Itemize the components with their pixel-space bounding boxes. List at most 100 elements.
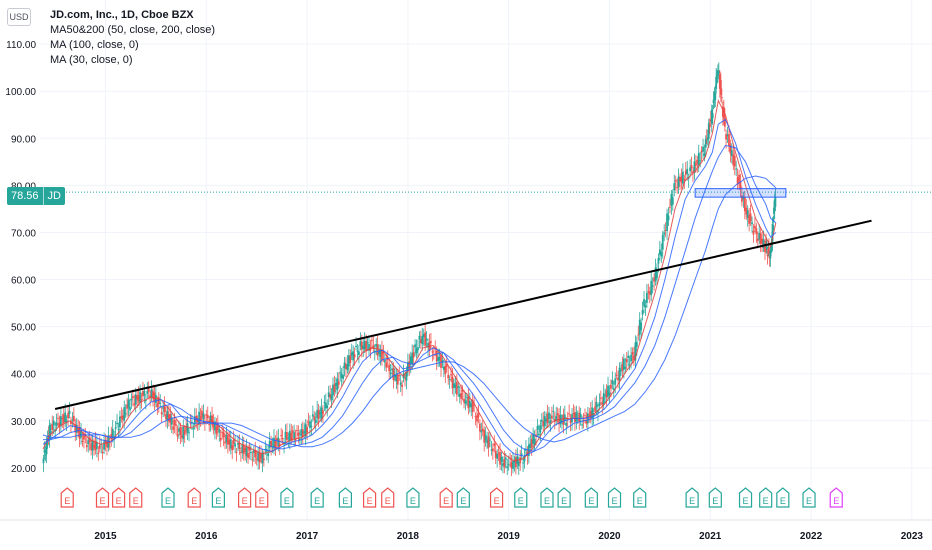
candle-body: [697, 152, 700, 166]
earnings-marker[interactable]: E: [238, 487, 252, 508]
currency-badge[interactable]: USD: [7, 8, 31, 26]
earnings-marker[interactable]: E: [557, 487, 571, 508]
candle-body: [163, 405, 166, 413]
candle-body: [345, 363, 347, 370]
candle-body: [136, 395, 139, 400]
indicator-ma100[interactable]: MA (100, close, 0): [50, 39, 139, 51]
earnings-marker[interactable]: E: [280, 487, 294, 508]
candle-body: [159, 402, 162, 404]
candle-body: [523, 455, 526, 462]
earnings-marker-shape: [95, 487, 110, 508]
earnings-marker[interactable]: E: [255, 487, 269, 508]
candle-body: [239, 451, 242, 453]
earnings-marker[interactable]: E: [708, 487, 722, 508]
earnings-marker-shape: [607, 487, 622, 508]
candle-body: [522, 462, 524, 464]
earnings-marker[interactable]: E: [60, 487, 74, 508]
ma-line-4: [42, 175, 777, 448]
candle-body: [608, 392, 611, 396]
candle-body: [627, 355, 630, 358]
earnings-marker[interactable]: E: [95, 487, 110, 508]
earnings-marker[interactable]: E: [362, 487, 377, 508]
earnings-marker[interactable]: E: [514, 487, 528, 508]
earnings-marker-label: E: [588, 496, 594, 506]
earnings-marker-shape: [161, 487, 175, 508]
candle-body: [98, 445, 101, 449]
earnings-marker[interactable]: E: [406, 487, 420, 508]
candle-body: [667, 215, 670, 221]
candle-body: [244, 447, 247, 452]
earnings-marker[interactable]: E: [584, 487, 598, 508]
candle-body: [751, 222, 753, 225]
earnings-marker[interactable]: E: [738, 487, 753, 508]
candle-body: [588, 413, 591, 415]
candle-body: [91, 440, 94, 451]
earnings-marker-label: E: [544, 496, 550, 506]
x-axis: 2015 2016 2017 2018 2019 2020 2021 2022 2023: [0, 519, 932, 542]
indicator-ma50-200[interactable]: MA50&200 (50, close, 200, close): [50, 24, 216, 36]
earnings-marker[interactable]: E: [829, 487, 843, 508]
candle-body: [277, 437, 280, 447]
candle-body: [241, 444, 244, 453]
candle-body: [504, 457, 507, 460]
y-tick-label: 90.00: [11, 134, 36, 145]
earnings-marker[interactable]: E: [129, 487, 143, 508]
earnings-marker[interactable]: E: [381, 487, 395, 508]
earnings-marker[interactable]: E: [211, 487, 225, 508]
candle-body: [165, 414, 167, 420]
candle-body: [167, 414, 170, 422]
trendline[interactable]: [54, 219, 872, 410]
candle-body: [591, 407, 594, 419]
earnings-marker[interactable]: E: [187, 487, 201, 508]
candle-body: [237, 443, 239, 445]
candle-body: [605, 390, 608, 398]
candle-body: [723, 117, 726, 127]
earnings-marker-label: E: [443, 496, 449, 506]
earnings-marker[interactable]: E: [607, 487, 622, 508]
candle-body: [356, 350, 359, 352]
earnings-marker[interactable]: E: [112, 487, 126, 508]
earnings-marker[interactable]: E: [489, 487, 504, 508]
candle-body: [301, 429, 304, 437]
earnings-marker-shape: [187, 487, 201, 508]
candle-body: [297, 432, 300, 436]
earnings-marker[interactable]: E: [161, 487, 175, 508]
y-tick-label: 110.00: [6, 40, 36, 51]
highlight-box[interactable]: [694, 188, 787, 198]
candle-body: [261, 452, 264, 464]
candle-body: [480, 430, 483, 433]
earnings-marker-label: E: [561, 496, 567, 506]
candle-body: [273, 437, 275, 449]
earnings-marker-label: E: [191, 496, 197, 506]
candle-body: [578, 412, 581, 422]
candle-body: [719, 80, 722, 95]
earnings-marker[interactable]: E: [310, 487, 324, 508]
earnings-marker[interactable]: E: [439, 487, 453, 508]
candle-body: [147, 388, 150, 392]
candle-body: [370, 339, 373, 341]
candle-body: [624, 366, 627, 369]
candle-body: [150, 389, 153, 398]
indicator-ma30[interactable]: MA (30, close, 0): [50, 54, 133, 66]
earnings-marker[interactable]: E: [802, 487, 816, 508]
candle-body: [539, 425, 542, 433]
earnings-marker[interactable]: E: [776, 487, 790, 508]
candle-body: [725, 134, 727, 140]
earnings-marker[interactable]: E: [456, 487, 470, 508]
x-tick-label: 2019: [498, 531, 521, 542]
earnings-marker-label: E: [743, 496, 749, 506]
candle-body: [610, 384, 612, 389]
earnings-marker[interactable]: E: [338, 487, 352, 508]
symbol-title[interactable]: JD.com, Inc., 1D, Cboe BZX: [50, 9, 194, 21]
earnings-marker[interactable]: E: [759, 487, 773, 508]
candle-body: [555, 415, 558, 422]
candle-body: [342, 375, 344, 379]
earnings-marker[interactable]: E: [633, 487, 647, 508]
candle-body: [602, 393, 605, 405]
earnings-marker[interactable]: E: [685, 487, 699, 508]
earnings-marker[interactable]: E: [540, 487, 554, 508]
candle-body: [68, 410, 71, 414]
drawings-layer[interactable]: [54, 188, 932, 410]
